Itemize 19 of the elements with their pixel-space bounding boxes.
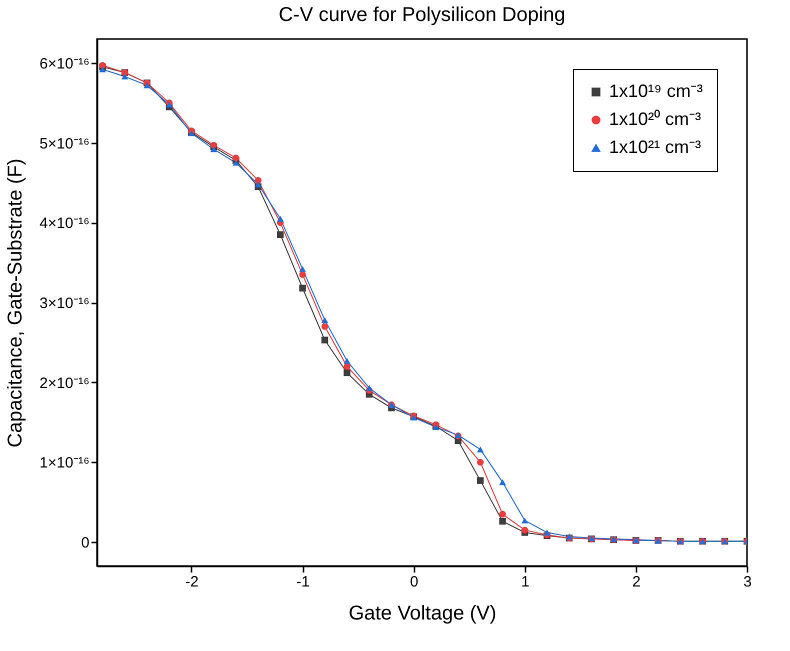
y-tick-label: 4×10⁻¹⁶ xyxy=(40,215,90,232)
x-tick-label: 3 xyxy=(743,574,752,590)
y-tick-label: 5×10⁻¹⁶ xyxy=(40,135,90,152)
x-tick-label: 2 xyxy=(632,574,641,590)
x-tick-label: 0 xyxy=(410,574,418,590)
x-tick-label: 1 xyxy=(521,574,530,590)
y-tick-label: 3×10⁻¹⁶ xyxy=(40,295,90,312)
y-axis-title: Capacitance, Gate-Substrate (F) xyxy=(4,158,27,448)
x-tick-label: -1 xyxy=(296,574,310,590)
chart-title: C-V curve for Polysilicon Doping xyxy=(278,4,566,26)
x-axis-title: Gate Voltage (V) xyxy=(348,602,496,624)
y-tick-label: 1×10⁻¹⁶ xyxy=(40,454,90,472)
legend-label: 1x10²¹ cm⁻³ xyxy=(609,137,702,157)
x-tick-label: -2 xyxy=(185,574,199,590)
y-tick-label: 2×10⁻¹⁶ xyxy=(40,374,90,392)
legend-label: 1x10²⁰ cm⁻³ xyxy=(609,109,702,129)
y-tick-label: 0 xyxy=(81,534,90,552)
legend-label: 1x10¹⁹ cm⁻³ xyxy=(609,81,703,101)
y-tick-label: 6×10⁻¹⁶ xyxy=(40,55,90,72)
